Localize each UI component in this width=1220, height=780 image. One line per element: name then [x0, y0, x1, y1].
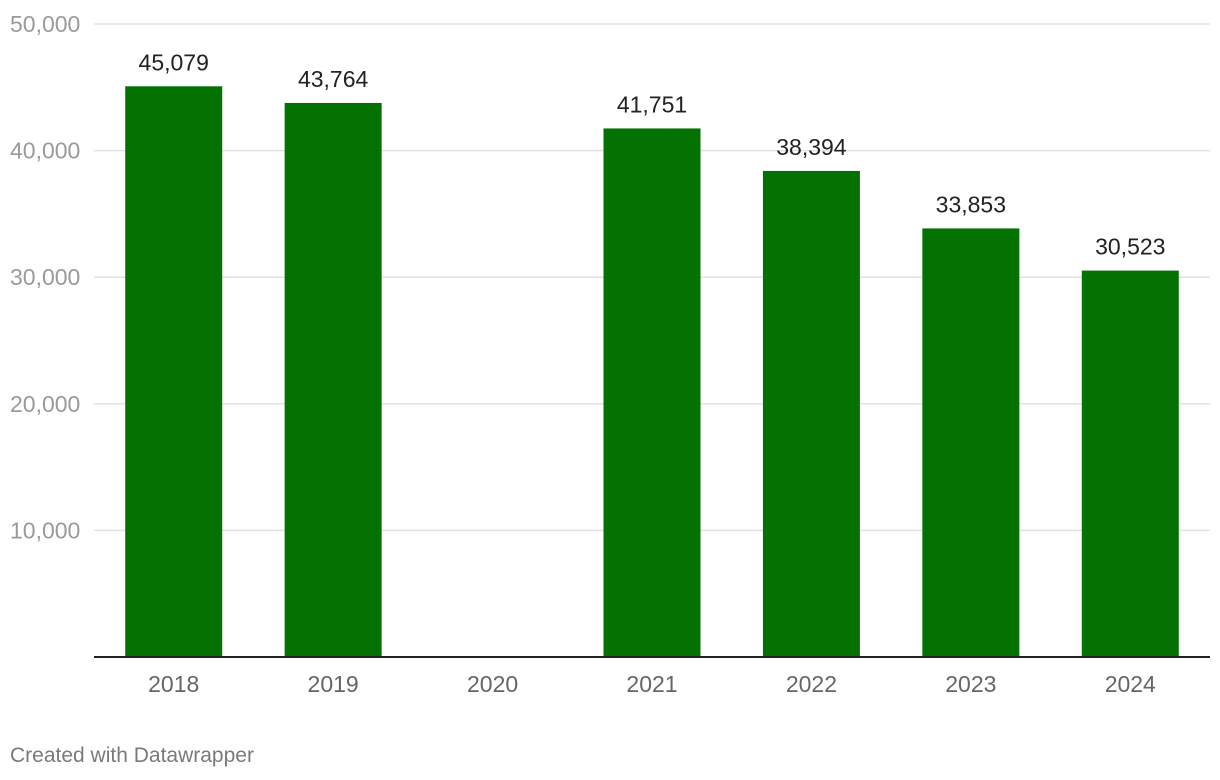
y-tick-label: 10,000 [10, 517, 80, 543]
y-tick-label: 20,000 [10, 391, 80, 417]
bar-2023 [922, 228, 1020, 657]
bar-2024 [1081, 270, 1179, 657]
value-label-2022: 38,394 [776, 134, 847, 160]
datawrapper-credit[interactable]: Created with Datawrapper [10, 744, 254, 767]
value-label-2019: 43,764 [298, 66, 369, 92]
y-tick-label: 40,000 [10, 138, 80, 164]
y-tick-label: 50,000 [10, 11, 80, 37]
value-label-2021: 41,751 [617, 91, 687, 117]
x-tick-label-2019: 2019 [308, 671, 359, 697]
x-tick-label-2024: 2024 [1105, 671, 1156, 697]
bar-2019 [284, 102, 382, 658]
x-tick-label-2018: 2018 [148, 671, 199, 697]
x-axis-ticks: 2018 2019 2020 2021 2022 2023 2024 [148, 671, 1156, 697]
value-label-2023: 33,853 [936, 191, 1006, 217]
x-tick-label-2023: 2023 [945, 671, 996, 697]
x-tick-label-2020: 2020 [467, 671, 518, 697]
value-label-2018: 45,079 [139, 49, 209, 75]
value-label-2024: 30,523 [1095, 234, 1165, 260]
label-layer: 45,079 43,764 41,751 38,394 33,853 30,523 [139, 49, 1166, 259]
x-tick-label-2022: 2022 [786, 671, 837, 697]
bar-layer [125, 86, 1179, 658]
bar-2022 [762, 170, 860, 658]
y-tick-label: 30,000 [10, 264, 80, 290]
bar-2018 [125, 86, 223, 657]
bar-2021 [603, 128, 701, 657]
x-tick-label-2021: 2021 [626, 671, 677, 697]
